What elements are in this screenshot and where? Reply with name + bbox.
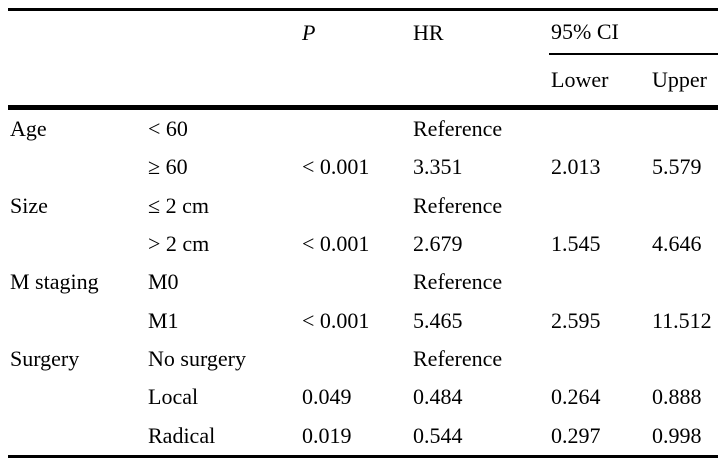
cell-group: Age [10,116,47,142]
cell-p: < 0.001 [302,154,370,180]
cell-upper: 0.888 [652,384,702,410]
cell-p [300,340,411,378]
table-row-surgery-local: Local 0.049 0.484 0.264 0.888 [8,378,718,416]
cell-upper: 4.646 [652,231,702,257]
table-row-surgery-radical: Radical 0.019 0.544 0.297 0.998 [8,416,718,454]
cell-level: > 2 cm [148,231,210,257]
table-header: P HR 95% CI Lower Upper [8,11,718,110]
cell-group [8,416,146,454]
header-row-1: P HR 95% CI [8,11,718,55]
cell-p [300,263,411,301]
cell-p [300,187,411,225]
cell-hr: 3.351 [413,154,463,180]
table-row-mstaging-m0: M staging M0 Reference [8,263,718,301]
cell-hr: 5.465 [413,307,463,333]
cell-lower: 0.297 [551,422,601,448]
cell-hr: Reference [413,269,503,295]
hazard-ratio-table: P HR 95% CI Lower Upper Age < 60 Referen… [8,8,718,458]
table-row-size-le2: Size ≤ 2 cm Reference [8,187,718,225]
cell-hr: Reference [413,116,503,142]
cell-lower [549,187,650,225]
header-cell-empty-2 [146,55,300,105]
cell-level: M0 [148,269,179,295]
cell-p: 0.019 [302,422,352,448]
cell-upper [650,187,718,225]
cell-level: Radical [148,422,216,448]
table-row-size-gt2: > 2 cm < 0.001 2.679 1.545 4.646 [8,225,718,263]
header-cell-empty-1 [8,55,146,105]
cell-upper: 11.512 [652,307,712,333]
cell-level: No surgery [148,345,246,371]
cell-lower: 2.595 [551,307,601,333]
cell-p [300,110,411,148]
cell-p: < 0.001 [302,231,370,257]
header-cell-empty-4 [411,55,549,105]
header-row-2: Lower Upper [8,55,718,105]
cell-lower [549,110,650,148]
cell-level: M1 [148,307,179,333]
cell-level: ≤ 2 cm [148,192,209,218]
header-cell-ci: 95% CI [549,11,718,55]
table-row-mstaging-m1: M1 < 0.001 5.465 2.595 11.512 [8,301,718,339]
cell-lower: 2.013 [551,154,601,180]
cell-lower: 0.264 [551,384,601,410]
cell-hr: 0.484 [413,384,463,410]
cell-upper: 0.998 [652,422,702,448]
cell-group: Surgery [10,345,80,371]
table-body: Age < 60 Reference ≥ 60 < 0.001 3.351 2.… [8,110,718,458]
cell-lower: 1.545 [551,231,601,257]
header-cell-p: P [302,20,316,45]
header-cell-empty-level [146,11,300,55]
table-row-age-lt60: Age < 60 Reference [8,110,718,148]
cell-p: 0.049 [302,384,352,410]
cell-group [8,148,146,186]
header-cell-hr: HR [413,20,444,45]
cell-group [8,301,146,339]
header-cell-empty-3 [300,55,411,105]
cell-upper: 5.579 [652,154,702,180]
cell-upper [650,110,718,148]
header-cell-lower: Lower [551,67,609,92]
cell-group: Size [10,192,48,218]
cell-lower [549,263,650,301]
cell-p: < 0.001 [302,307,370,333]
table-row-age-ge60: ≥ 60 < 0.001 3.351 2.013 5.579 [8,148,718,186]
cell-hr: Reference [413,192,503,218]
cell-hr: 0.544 [413,422,463,448]
cell-group: M staging [10,269,99,295]
cell-level: ≥ 60 [148,154,188,180]
header-cell-upper: Upper [652,67,707,92]
cell-hr: 2.679 [413,231,463,257]
cell-hr: Reference [413,345,503,371]
header-cell-empty-group [8,11,146,55]
cell-group [8,378,146,416]
cell-upper [650,263,718,301]
cell-group [8,225,146,263]
cell-upper [650,340,718,378]
cell-level: < 60 [148,116,188,142]
table-row-surgery-none: Surgery No surgery Reference [8,340,718,378]
cell-lower [549,340,650,378]
cell-level: Local [148,384,199,410]
